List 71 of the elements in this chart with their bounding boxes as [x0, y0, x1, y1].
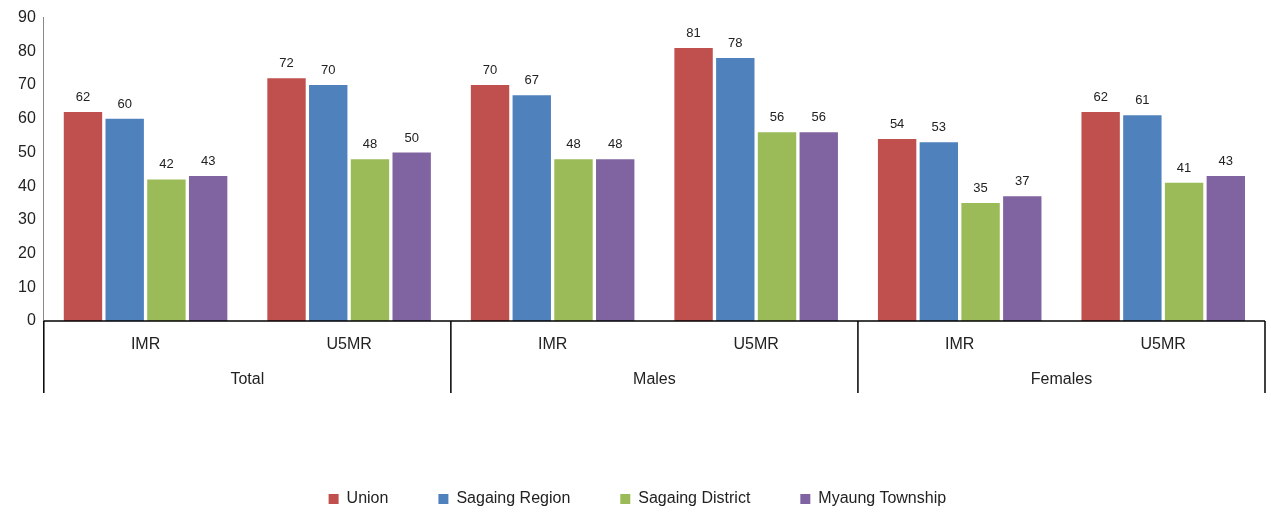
- x-tick-label: U5MR: [733, 335, 779, 353]
- data-label: 42: [159, 156, 174, 172]
- data-label: 61: [1135, 92, 1150, 108]
- data-label: 81: [686, 25, 701, 41]
- bar: [1081, 111, 1120, 321]
- y-tick-label: 40: [18, 176, 36, 194]
- data-label: 56: [769, 109, 785, 125]
- data-label: 70: [321, 62, 336, 78]
- x-tick-label: IMR: [945, 335, 975, 353]
- data-label: 70: [482, 62, 498, 78]
- legend-label: Union: [346, 489, 389, 507]
- data-label: 50: [404, 129, 419, 145]
- bar: [1123, 115, 1162, 321]
- bar: [674, 47, 713, 321]
- bar: [596, 159, 635, 321]
- bar: [392, 152, 431, 321]
- data-label: 35: [973, 180, 988, 196]
- x-tick-label: IMR: [537, 335, 568, 353]
- bar: [309, 85, 348, 321]
- bar: [1164, 182, 1204, 321]
- bar: [350, 159, 390, 321]
- legend-label: Sagaing Region: [456, 489, 571, 507]
- y-tick-label: 30: [18, 210, 36, 228]
- x-tick-label: U5MR: [326, 335, 372, 353]
- data-label: 78: [728, 35, 743, 51]
- x-tick-label: IMR: [130, 335, 161, 353]
- bar: [554, 159, 593, 321]
- y-tick-label: 60: [18, 109, 36, 127]
- bar: [799, 132, 838, 321]
- text: Total: [230, 370, 265, 388]
- bar: [63, 111, 103, 321]
- data-label: 53: [931, 119, 947, 135]
- bar: [757, 132, 797, 321]
- text: Females: [1030, 370, 1093, 388]
- bar: [512, 95, 551, 321]
- bar: [188, 176, 228, 321]
- data-label: 43: [200, 153, 216, 169]
- data-label: 41: [1176, 159, 1192, 175]
- bar: [1206, 176, 1246, 321]
- bar: [267, 78, 306, 321]
- data-label: 62: [75, 89, 91, 105]
- legend-label: Sagaing District: [638, 489, 751, 507]
- bar: [1003, 196, 1042, 321]
- bar: [919, 142, 959, 321]
- bar: [470, 85, 510, 321]
- text: Males: [633, 370, 676, 388]
- bar: [147, 179, 186, 321]
- bar: [877, 138, 917, 321]
- data-label: 43: [1218, 153, 1234, 169]
- data-label: 48: [607, 136, 623, 152]
- data-label: 67: [524, 72, 539, 88]
- data-label: 37: [1015, 173, 1030, 189]
- legend-label: Myaung Township: [818, 489, 947, 507]
- data-label: 72: [279, 55, 294, 71]
- bar: [961, 203, 1000, 321]
- bar: [716, 58, 755, 321]
- data-label: 56: [811, 109, 826, 125]
- data-label: 62: [1093, 89, 1108, 105]
- data-label: 48: [362, 136, 378, 152]
- y-tick-label: 80: [18, 41, 36, 59]
- y-tick-label: 70: [18, 75, 36, 93]
- y-tick-label: 10: [18, 277, 36, 295]
- y-tick-label: 90: [18, 8, 36, 26]
- bar: [105, 118, 144, 321]
- data-label: 48: [566, 136, 581, 152]
- x-tick-label: U5MR: [1140, 335, 1186, 353]
- y-tick-label: 0: [26, 311, 36, 329]
- y-tick-label: 50: [18, 142, 36, 160]
- data-label: 60: [117, 95, 132, 111]
- y-tick-label: 20: [18, 243, 36, 261]
- data-label: 54: [889, 116, 905, 132]
